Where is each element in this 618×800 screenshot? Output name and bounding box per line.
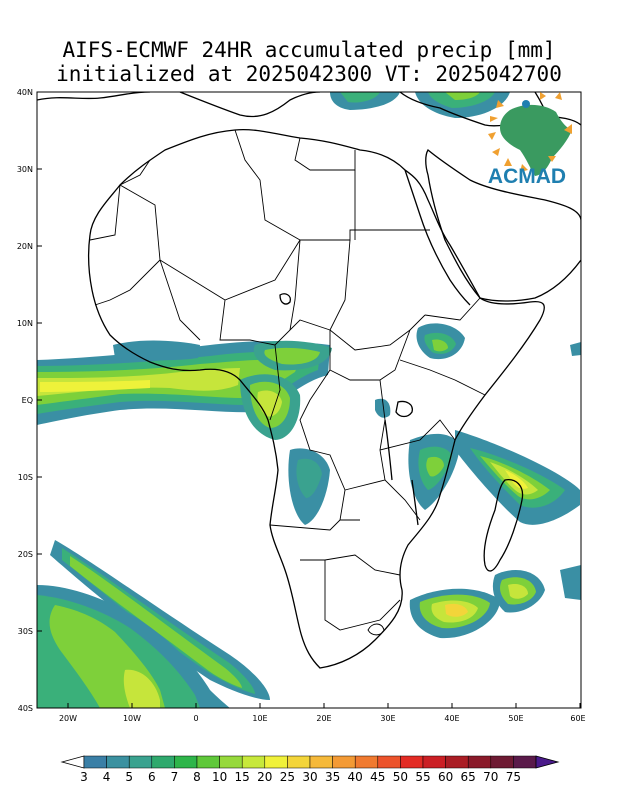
lon-label: 10E — [252, 714, 267, 723]
lon-label: 60E — [570, 714, 585, 723]
logo-sun-rays-icon — [488, 92, 572, 172]
colorbar: 3 4 5 6 7 8 10 15 20 25 30 35 40 45 50 55 60 65 70 75 — [60, 755, 560, 784]
lat-label: 30N — [17, 165, 33, 174]
colorbar-swatch — [264, 755, 288, 769]
lake-tanganyika — [384, 419, 393, 481]
colorbar-swatch — [377, 755, 401, 769]
coastlines — [37, 92, 581, 669]
colorbar-label: 8 — [193, 770, 201, 784]
colorbar-label: 20 — [257, 770, 272, 784]
latitude-labels: 40N 30N 20N 10N EQ 10S 20S 30S 40S — [17, 88, 33, 713]
lon-label: 0 — [193, 714, 198, 723]
colorbar-swatch — [309, 755, 333, 769]
lat-label: 10S — [18, 473, 33, 482]
africa-coastline — [88, 128, 545, 669]
colorbar-label: 15 — [235, 770, 250, 784]
colorbar-label: 25 — [280, 770, 295, 784]
lake-victoria — [395, 400, 413, 418]
country-borders — [89, 129, 486, 636]
colorbar-label: 10 — [212, 770, 227, 784]
colorbar-swatch — [241, 755, 266, 769]
colorbar-label: 4 — [103, 770, 111, 784]
red-sea-coast — [404, 169, 471, 306]
longitude-labels: 20W 10W 0 10E 20E 30E 40E 50E 60E — [59, 714, 586, 723]
precip-ethiopia — [416, 323, 581, 360]
colorbar-swatch — [513, 755, 537, 769]
colorbar-swatch — [83, 755, 107, 769]
colorbar-label: 70 — [483, 770, 498, 784]
precip-south-atlantic — [37, 540, 270, 708]
logo-africa-silhouette — [500, 104, 572, 176]
lon-label: 10W — [123, 714, 141, 723]
colorbar-swatch — [400, 755, 424, 769]
lat-label: EQ — [22, 396, 33, 405]
precip-indian-ocean — [409, 430, 581, 639]
logo-text: ACMAD — [488, 165, 566, 188]
colorbar-label: 30 — [302, 770, 317, 784]
colorbar-swatch — [467, 755, 492, 769]
colorbar-swatch — [490, 755, 514, 769]
colorbar-low-arrow — [60, 755, 85, 769]
colorbar-swatch — [332, 755, 356, 769]
lat-label: 40S — [18, 704, 33, 713]
colorbar-swatch — [422, 755, 446, 769]
colorbar-swatch — [219, 755, 243, 769]
colorbar-swatch — [354, 755, 379, 769]
colorbar-swatch — [174, 755, 198, 769]
lat-label: 10N — [17, 319, 33, 328]
lon-label: 20W — [59, 714, 77, 723]
map-title-line-2: initialized at 2025042300 VT: 2025042700 — [56, 62, 562, 86]
colorbar-label: 60 — [438, 770, 453, 784]
colorbar-label: 65 — [461, 770, 476, 784]
colorbar-label: 75 — [506, 770, 521, 784]
lat-label: 20S — [18, 550, 33, 559]
colorbar-label: 5 — [125, 770, 133, 784]
lat-label: 20N — [17, 242, 33, 251]
precip-field — [37, 92, 581, 708]
colorbar-label: 6 — [148, 770, 156, 784]
precip-itcz-atlantic — [37, 341, 330, 425]
colorbar-swatch — [287, 755, 311, 769]
lon-label: 20E — [316, 714, 331, 723]
lake-malawi — [411, 479, 419, 526]
lat-label: 40N — [17, 88, 33, 97]
arabia-coastline — [425, 149, 581, 302]
logo-drop-icon — [522, 100, 530, 108]
precip-east-africa — [288, 398, 460, 525]
lon-label: 40E — [444, 714, 459, 723]
colorbar-label: 55 — [415, 770, 430, 784]
lake-chad — [279, 293, 291, 305]
lon-label: 50E — [508, 714, 523, 723]
lon-label: 30E — [380, 714, 395, 723]
colorbar-label: 35 — [325, 770, 340, 784]
colorbar-high-arrow — [535, 755, 560, 769]
colorbar-label: 3 — [80, 770, 88, 784]
lat-label: 30S — [18, 627, 33, 636]
acmad-logo: ACMAD — [488, 92, 572, 188]
colorbar-label: 45 — [370, 770, 385, 784]
colorbar-label: 50 — [393, 770, 408, 784]
colorbar-label: 7 — [171, 770, 179, 784]
colorbar-label: 40 — [348, 770, 363, 784]
madagascar-coastline — [483, 479, 524, 572]
colorbar-swatch — [151, 755, 175, 769]
colorbar-swatch — [196, 755, 220, 769]
precip-central-africa — [113, 340, 332, 440]
colorbar-swatch — [445, 755, 469, 769]
map-title-line-1: AIFS-ECMWF 24HR accumulated precip [mm] — [62, 38, 556, 62]
axis-ticks — [37, 91, 581, 709]
precip-mediterranean — [330, 92, 510, 118]
colorbar-swatch — [106, 755, 130, 769]
colorbar-swatch — [128, 755, 153, 769]
